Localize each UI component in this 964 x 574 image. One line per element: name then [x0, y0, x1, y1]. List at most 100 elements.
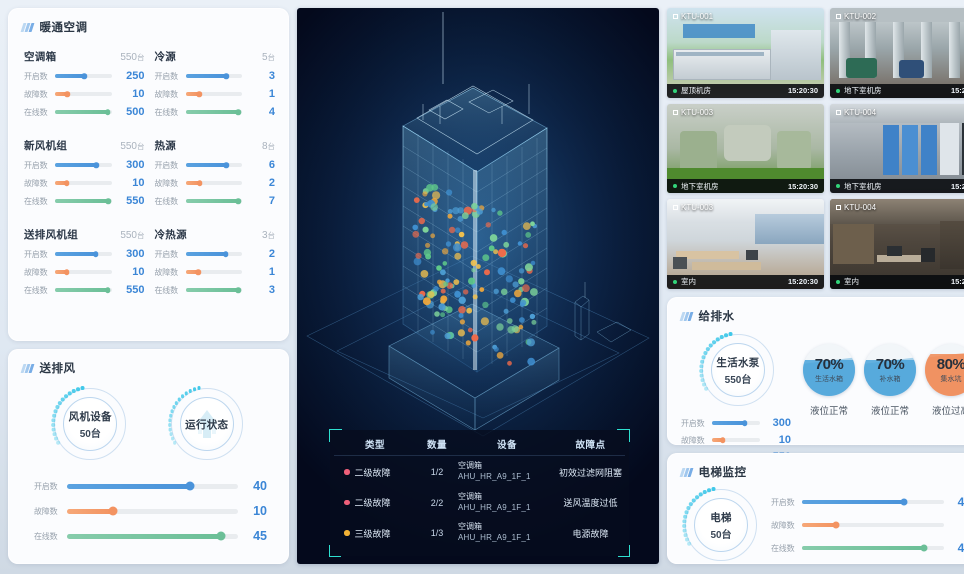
metric-slider[interactable]: [185, 73, 242, 79]
metric-value: 45: [957, 541, 964, 555]
camera-location: 地下室机房: [681, 181, 719, 191]
metric-slider[interactable]: [55, 180, 112, 186]
fault-col-header: 类型: [364, 440, 385, 452]
metric-value: 10: [778, 434, 791, 446]
camera-tile[interactable]: KTU-003 地下室机房 15:20:30: [667, 103, 824, 194]
metric-row: 故障数 10: [34, 504, 267, 518]
metric-slider[interactable]: [67, 481, 238, 491]
metric-value: 1: [268, 266, 275, 278]
metric-value: 10: [132, 88, 145, 100]
fan-panel: 送排风 风机设备 50台: [8, 349, 289, 564]
metric-slider[interactable]: [185, 198, 242, 204]
metric-slider[interactable]: [185, 91, 242, 97]
tank-gauge[interactable]: 70% 生活水箱 液位正常: [803, 344, 855, 417]
metric-row: 在线数 4: [155, 106, 276, 118]
camera-tile[interactable]: KTU-004 室内 15:20:30: [830, 199, 964, 289]
metric-slider[interactable]: [802, 498, 944, 506]
metric-value: 3: [268, 284, 275, 296]
metric-slider[interactable]: [802, 521, 944, 529]
building-3d-panel[interactable]: 类型 数量 设备 故障点 二级故障 1/2 空调箱 AHU_HR_A9_1F_1 初效过滤网阻…: [297, 8, 659, 564]
camera-icon: [673, 14, 678, 19]
metric-row: 开启数 6: [155, 159, 276, 171]
metric-value: 6: [268, 159, 275, 171]
metric-value: 550: [126, 195, 145, 207]
camera-tile[interactable]: KTU-004 地下室机房 15:20:30: [830, 103, 964, 194]
metric-slider[interactable]: [185, 251, 242, 257]
metric-slider[interactable]: [185, 109, 242, 115]
water-panel-title: 给排水: [667, 297, 964, 328]
metric-slider[interactable]: [185, 269, 242, 275]
severity-dot-icon: [344, 469, 350, 475]
tank-circle: 70% 生活水箱: [803, 344, 855, 396]
metric-slider[interactable]: [185, 162, 242, 168]
hvac-group-head: 热源 8台: [155, 138, 276, 153]
fault-table: 类型 数量 设备 故障点 二级故障 1/2 空调箱 AHU_HR_A9_1F_1 初效过滤网阻…: [329, 429, 630, 557]
camera-tile[interactable]: KTU-003 室内 15:20:30: [667, 199, 824, 289]
fault-table-row[interactable]: 二级故障 2/2 空调箱 AHU_HR_A9_1F_1 送风温度过低: [334, 487, 625, 518]
metric-label: 在线数: [24, 196, 48, 206]
camera-status-bar: 室内 15:20:30: [667, 274, 824, 289]
metric-slider[interactable]: [67, 531, 238, 541]
fault-table-row[interactable]: 三级故障 1/3 空调箱 AHU_HR_A9_1F_1 电源故障: [334, 517, 625, 548]
metric-label: 开启数: [154, 249, 179, 259]
camera-feed-image: [830, 103, 964, 194]
fan-device-label: 风机设备: [68, 410, 112, 423]
metric-value: 2: [268, 177, 275, 189]
metric-slider[interactable]: [55, 91, 112, 97]
metric-slider[interactable]: [55, 198, 112, 204]
metric-row: 故障数 10: [24, 177, 145, 189]
hvac-group-head: 送排风机组 550台: [24, 227, 145, 242]
gauge-inner-ring: 生活水泵 550台: [711, 343, 765, 397]
metric-slider[interactable]: [802, 544, 944, 552]
metric-slider[interactable]: [55, 109, 112, 115]
camera-id: KTU-003: [673, 108, 713, 117]
metric-slider[interactable]: [55, 269, 112, 275]
metric-value: 250: [126, 70, 145, 82]
camera-timestamp: 15:20:30: [950, 181, 964, 191]
camera-feed-image: [667, 199, 824, 289]
online-led-icon: [673, 279, 677, 284]
metric-row: 开启数 2: [155, 248, 276, 260]
metric-slider[interactable]: [67, 506, 238, 516]
camera-tile[interactable]: KTU-002 地下室机房 15:20:30: [830, 8, 964, 98]
hvac-group: 新风机组 550台 开启数 300 故障数 10 在线数 550: [24, 138, 145, 213]
online-led-icon: [836, 184, 840, 189]
metric-slider[interactable]: [55, 162, 112, 168]
fault-device: 空调箱 AHU_HR_A9_1F_1: [458, 461, 531, 482]
fault-type: 二级故障: [334, 496, 416, 509]
camera-timestamp: 15:20:30: [950, 277, 964, 287]
metric-value: 5: [949, 518, 964, 532]
metric-row: 在线数 3: [155, 284, 276, 296]
fault-table-row[interactable]: 二级故障 1/2 空调箱 AHU_HR_A9_1F_1 初效过滤网阻塞: [334, 456, 625, 487]
metric-slider[interactable]: [185, 287, 242, 293]
fault-quantity: 1/2: [430, 467, 444, 478]
hvac-group-name: 送排风机组: [24, 229, 78, 241]
metric-value: 4: [268, 106, 275, 118]
camera-icon: [836, 14, 841, 19]
camera-timestamp: 15:20:30: [950, 86, 964, 96]
metric-value: 3: [268, 70, 275, 82]
metric-slider[interactable]: [55, 251, 112, 257]
metric-row: 开启数 250: [24, 70, 145, 82]
tank-gauge[interactable]: 70% 补水箱 液位正常: [864, 344, 916, 417]
metric-row: 开启数 300: [24, 248, 145, 260]
hvac-group: 冷源 5台 开启数 3 故障数 1 在线数 4: [155, 49, 276, 124]
metric-label: 故障数: [24, 89, 48, 99]
camera-tile[interactable]: KTU-001 屋顶机房 15:20:30: [667, 8, 824, 98]
tank-gauge[interactable]: 80%集水坑液位过高: [925, 344, 964, 417]
hvac-group-name: 冷热源: [154, 229, 187, 241]
metric-slider[interactable]: [55, 287, 112, 293]
metric-slider[interactable]: [185, 180, 242, 186]
online-led-icon: [836, 279, 840, 284]
metric-slider[interactable]: [55, 73, 112, 79]
metric-label: 开启数: [24, 71, 48, 81]
metric-row: 故障数 10: [681, 434, 791, 446]
metric-slider[interactable]: [712, 420, 760, 426]
metric-label: 故障数: [681, 435, 705, 445]
tank-readout: 70% 生活水箱: [814, 355, 844, 383]
camera-location: 地下室机房: [844, 181, 882, 191]
severity-dot-icon: [344, 530, 350, 536]
metric-slider[interactable]: [712, 437, 760, 443]
tank-circle: 80% 集水坑: [925, 344, 964, 396]
